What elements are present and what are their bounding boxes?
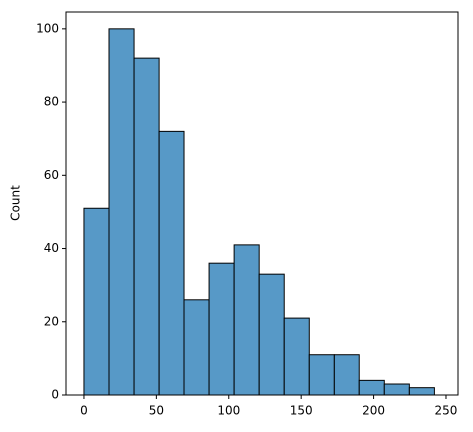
y-tick-label: 60	[44, 168, 59, 182]
x-tick-label: 150	[290, 404, 313, 418]
bar	[408, 387, 435, 396]
x-tick-label: 250	[435, 404, 458, 418]
bar	[283, 317, 310, 396]
y-tick-label: 0	[51, 388, 59, 402]
bar	[358, 379, 385, 396]
x-tick-label: 0	[80, 404, 88, 418]
y-tick-label: 40	[44, 241, 59, 255]
bar	[133, 57, 160, 396]
bar	[83, 207, 110, 396]
x-tick-label: 50	[149, 404, 164, 418]
bar	[233, 244, 260, 396]
bar	[258, 273, 285, 396]
bar	[383, 383, 410, 396]
y-tick-label: 100	[36, 21, 59, 35]
bar	[208, 262, 235, 396]
y-tick-label: 80	[44, 95, 59, 109]
axes-frame	[65, 11, 459, 396]
bar	[308, 354, 335, 396]
bar	[333, 354, 360, 396]
bar	[108, 28, 135, 396]
bar	[158, 130, 185, 396]
bar	[183, 299, 210, 396]
y-axis-label: Count	[9, 185, 23, 221]
y-tick-label: 20	[44, 314, 59, 328]
x-tick-label: 100	[217, 404, 240, 418]
x-tick-label: 200	[362, 404, 385, 418]
